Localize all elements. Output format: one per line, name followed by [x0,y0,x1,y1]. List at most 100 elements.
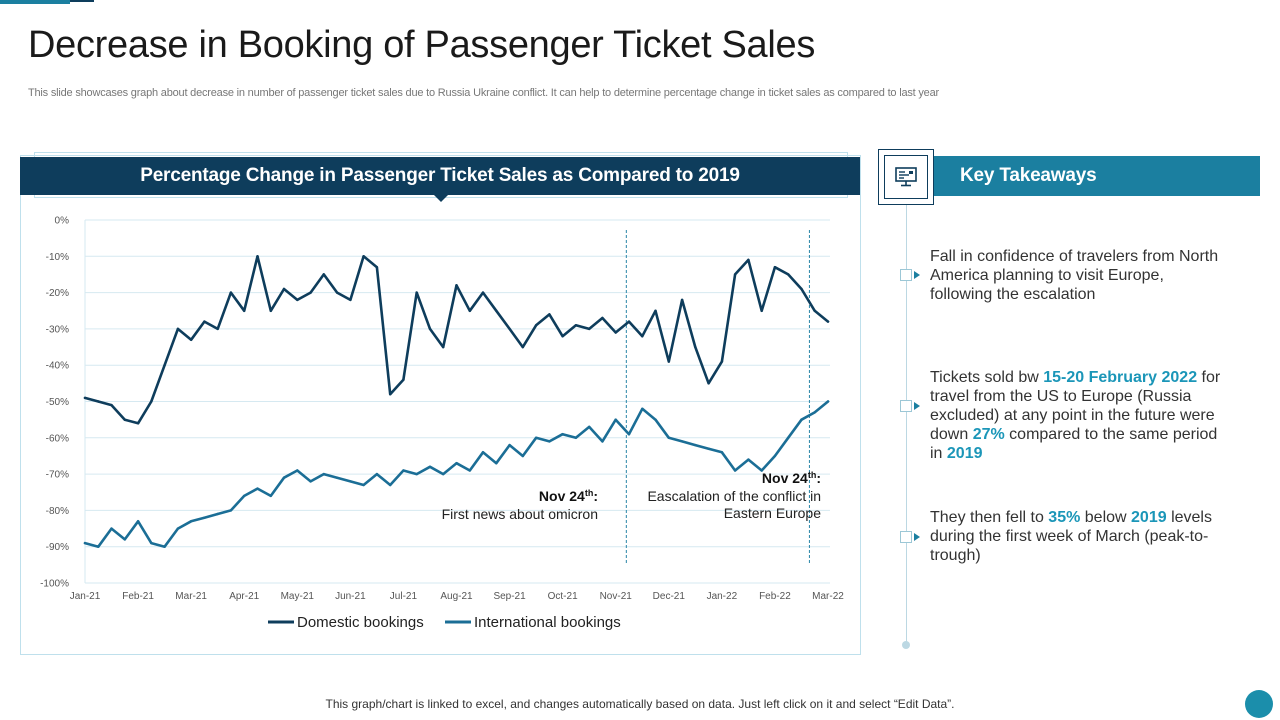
x-tick-label: Feb-21 [122,591,154,602]
y-tick-label: -80% [46,506,69,517]
data-point [813,309,816,312]
takeaway-item-2: Tickets sold bw 15-20 February 2022 for … [930,368,1230,463]
y-tick-label: -40% [46,361,69,372]
data-point [415,472,418,476]
data-point [389,393,392,396]
page-title: Decrease in Booking of Passenger Ticket … [28,24,816,66]
chart-legend[interactable]: Domestic bookings International bookings [268,614,621,631]
data-point [442,472,445,476]
data-point [203,320,206,323]
timeline-marker [900,531,912,543]
data-point [601,316,604,320]
data-point [614,331,617,334]
data-point [601,440,604,443]
timeline-marker [900,400,912,412]
legend-item-international[interactable]: International bookings [445,614,621,631]
data-point [667,360,670,363]
data-point [534,324,538,327]
data-point [269,494,272,498]
data-point [455,462,458,465]
data-point [627,433,631,436]
x-tick-label: Jul-21 [390,591,418,602]
data-point [588,425,591,429]
data-point [468,469,471,472]
data-point [694,345,697,349]
timeline-end-dot [902,641,910,649]
data-point [163,545,166,548]
gridlines [84,219,830,584]
data-point [521,345,524,349]
data-point [641,407,644,410]
takeaway-text: levels during the first week of March (p… [930,509,1212,564]
chart-title: Percentage Change in Passenger Ticket Sa… [20,157,860,195]
data-point [747,458,750,461]
data-point [229,291,233,294]
data-point [481,451,485,454]
data-point [508,443,511,447]
data-point [83,541,87,545]
data-point [110,403,113,407]
data-point [826,320,830,323]
data-point [561,433,564,436]
takeaway-highlight: 15-20 February 2022 [1043,369,1198,386]
data-point [349,480,352,483]
data-point [97,545,100,548]
x-tick-label: Nov-21 [600,591,633,602]
timeline-marker [900,269,912,281]
annotation-escalation-text: Eastern Europe [724,505,821,521]
takeaway-item-1: Fall in confidence of travelers from Nor… [930,247,1230,304]
data-point [375,266,379,269]
data-point [680,440,684,443]
data-point [707,382,710,385]
data-point [282,476,286,479]
x-tick-label: May-21 [281,591,315,602]
y-tick-label: -60% [46,433,69,444]
data-point [189,338,193,341]
takeaway-highlight: 2019 [946,445,983,462]
data-point [362,255,365,258]
takeaway-highlight: 2019 [1131,509,1167,526]
data-point [747,258,750,262]
data-point [83,396,87,400]
data-point [534,436,538,439]
line-chart[interactable]: 0% -10% -20% -30% -40% -50% -60% -70% -80% -90% -1… [20,198,861,638]
data-point [282,287,286,291]
data-point [548,440,551,443]
data-point [641,335,644,338]
data-point [707,447,710,450]
presentation-monitor-icon [884,155,928,199]
data-point [335,291,339,294]
data-point [256,255,259,258]
data-point [508,327,511,331]
takeaway-text: below [1080,509,1132,526]
takeaway-text: They then fell to [930,509,1049,526]
data-point [787,273,790,276]
chart-panel [20,155,861,655]
x-axis-ticks: Jan-21 Feb-21 Mar-21 Apr-21 May-21 Jun-21 Jul-… [70,591,845,602]
legend-item-domestic[interactable]: Domestic bookings [268,614,424,631]
series-line-domestic[interactable] [83,254,830,425]
y-tick-label: -50% [46,397,69,408]
key-takeaways-header [880,156,1260,196]
data-point [203,516,206,519]
data-point [123,418,127,421]
x-tick-label: Jun-21 [335,591,366,602]
legend-label: Domestic bookings [297,614,424,631]
data-point [667,436,670,439]
data-point [773,266,777,269]
data-point [800,418,803,421]
data-point [216,512,219,516]
data-point [574,324,578,327]
data-point [813,411,816,414]
series-lines[interactable] [83,254,830,549]
takeaway-item-3: They then fell to 35% below 2019 levels … [930,508,1230,565]
data-point [163,364,166,367]
data-point [561,335,564,338]
data-point [176,327,180,331]
data-point [402,469,405,472]
data-point [760,469,763,472]
timeline-arrow-icon [914,533,920,541]
data-point [548,313,551,316]
event-markers [625,230,810,565]
data-point [322,273,325,276]
